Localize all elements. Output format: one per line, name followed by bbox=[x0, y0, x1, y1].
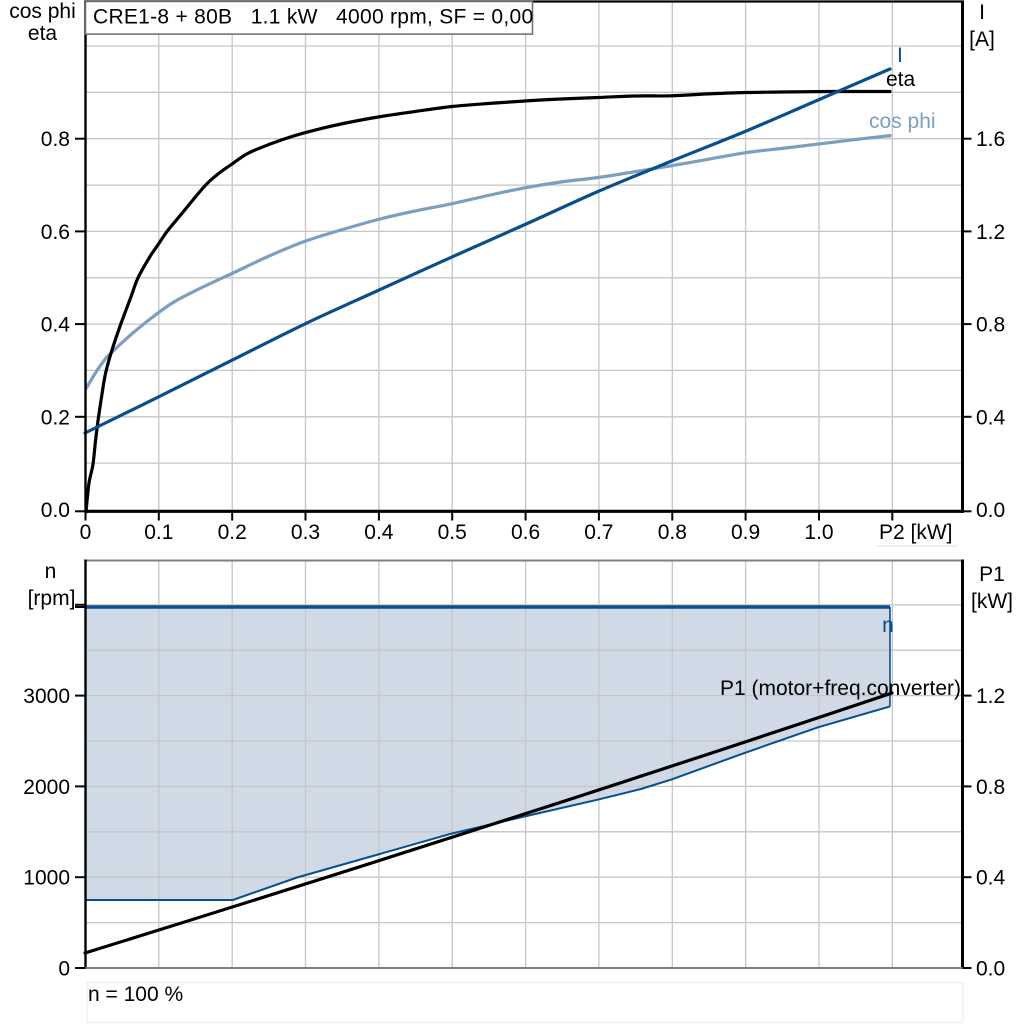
svg-text:0.6: 0.6 bbox=[41, 221, 70, 244]
svg-text:0.5: 0.5 bbox=[438, 521, 467, 544]
svg-text:0.0: 0.0 bbox=[976, 499, 1005, 522]
svg-text:1.6: 1.6 bbox=[976, 128, 1005, 151]
svg-text:0.0: 0.0 bbox=[976, 958, 1005, 981]
svg-text:I: I bbox=[897, 44, 903, 67]
svg-text:0.4: 0.4 bbox=[364, 521, 394, 544]
svg-text:0.2: 0.2 bbox=[218, 521, 247, 544]
svg-text:0.8: 0.8 bbox=[976, 314, 1005, 337]
svg-text:CRE1-8 + 80B 1.1 kW 4000 r: CRE1-8 + 80B 1.1 kW 4000 rpm, SF = 0,00 bbox=[93, 6, 533, 29]
svg-text:0.0: 0.0 bbox=[41, 499, 70, 522]
svg-text:P1: P1 bbox=[979, 563, 1005, 586]
svg-text:n: n bbox=[882, 614, 894, 637]
svg-text:n = 100 %: n = 100 % bbox=[88, 983, 183, 1006]
svg-text:1.0: 1.0 bbox=[804, 521, 833, 544]
svg-text:0.8: 0.8 bbox=[976, 776, 1005, 799]
svg-text:0.3: 0.3 bbox=[291, 521, 320, 544]
svg-text:1.2: 1.2 bbox=[976, 685, 1005, 708]
svg-text:eta: eta bbox=[28, 22, 58, 45]
svg-text:[A]: [A] bbox=[969, 28, 995, 51]
svg-text:cos phi: cos phi bbox=[9, 0, 76, 23]
svg-text:0.7: 0.7 bbox=[584, 521, 613, 544]
svg-text:0.4: 0.4 bbox=[976, 406, 1006, 429]
svg-text:0.8: 0.8 bbox=[658, 521, 687, 544]
svg-text:[kW]: [kW] bbox=[971, 590, 1013, 613]
svg-text:0.1: 0.1 bbox=[144, 521, 173, 544]
svg-text:eta: eta bbox=[886, 68, 916, 91]
svg-text:0.9: 0.9 bbox=[731, 521, 760, 544]
svg-text:0.4: 0.4 bbox=[976, 867, 1006, 890]
svg-text:n: n bbox=[45, 560, 57, 583]
svg-text:1000: 1000 bbox=[23, 867, 70, 890]
svg-text:0: 0 bbox=[58, 958, 70, 981]
svg-text:0.2: 0.2 bbox=[41, 406, 70, 429]
svg-text:P1 (motor+freq.converter): P1 (motor+freq.converter) bbox=[720, 677, 961, 700]
svg-text:1.2: 1.2 bbox=[976, 221, 1005, 244]
svg-text:0.4: 0.4 bbox=[41, 314, 71, 337]
svg-text:2000: 2000 bbox=[23, 776, 70, 799]
svg-text:3000: 3000 bbox=[23, 685, 70, 708]
svg-text:0.6: 0.6 bbox=[511, 521, 540, 544]
svg-text:[rpm]: [rpm] bbox=[28, 587, 76, 610]
svg-text:0: 0 bbox=[80, 521, 92, 544]
svg-text:cos phi: cos phi bbox=[869, 110, 936, 133]
svg-text:0.8: 0.8 bbox=[41, 128, 70, 151]
svg-text:P2 [kW]: P2 [kW] bbox=[879, 521, 953, 544]
svg-text:I: I bbox=[979, 1, 985, 24]
